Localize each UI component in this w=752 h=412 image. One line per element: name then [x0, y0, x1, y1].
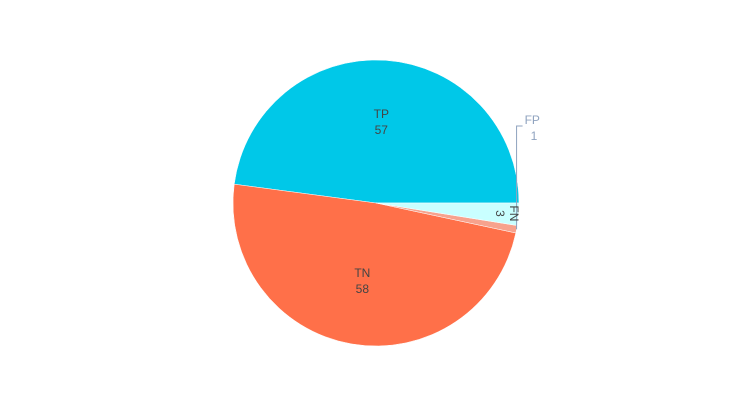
pie-slice-tn[interactable]	[232, 183, 517, 347]
slice-label-fn: FN	[507, 205, 521, 221]
pie-labels: TP 57 TN 58 FP 1 FN3	[354, 107, 540, 296]
leader-line-fp	[516, 125, 523, 230]
slice-value-fn: 3	[493, 210, 507, 217]
slice-value-tp: 57	[375, 123, 389, 137]
pie-slice-tp[interactable]	[233, 59, 520, 204]
pie-slice-fn[interactable]	[375, 202, 520, 226]
slice-value-fp: 1	[531, 129, 538, 143]
slice-rotated-label-fn: FN3	[493, 205, 521, 221]
slice-label-tn: TN	[354, 266, 370, 280]
pie-slices	[232, 59, 520, 347]
slice-label-tp: TP	[374, 107, 389, 121]
slice-value-tn: 58	[356, 282, 370, 296]
slice-label-fp: FP	[525, 113, 540, 127]
